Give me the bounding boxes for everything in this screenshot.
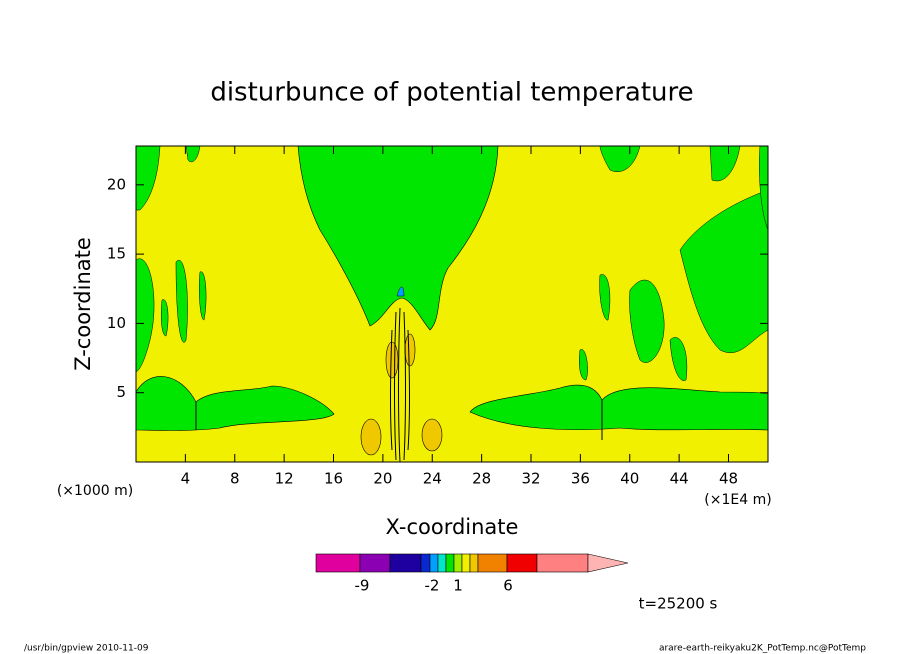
colorbar-extension <box>587 553 629 573</box>
x-tick-label: 28 <box>472 470 491 488</box>
colorbar-segment <box>420 553 431 573</box>
green-region <box>135 376 335 431</box>
colorbar-segment <box>536 553 589 573</box>
colorbar-segment <box>453 553 463 573</box>
x-tick-label: 44 <box>670 470 689 488</box>
colorbar-segment <box>506 553 538 573</box>
green-region <box>469 384 769 431</box>
colorbar-tick-label: -2 <box>425 577 440 595</box>
x-tick-label: 4 <box>181 470 191 488</box>
footer-right: arare-earth-reikyaku2K_PotTemp.nc@PotTem… <box>659 644 866 654</box>
x-tick-label: 8 <box>230 470 240 488</box>
colorbar-segment <box>477 553 508 573</box>
footer-left: /usr/bin/gpview 2010-11-09 <box>24 644 149 654</box>
colorbar-tick-label: 1 <box>453 577 463 595</box>
colorbar-segment <box>315 553 361 573</box>
y-unit: (×1000 m) <box>57 483 133 499</box>
colorbar-segment <box>469 553 479 573</box>
y-tick-label: 15 <box>107 245 126 263</box>
y-tick-label: 20 <box>107 175 126 193</box>
colorbar-segment <box>437 553 447 573</box>
colorbar-segment <box>359 553 391 573</box>
x-tick-label: 20 <box>373 470 392 488</box>
contour-field <box>135 145 769 463</box>
x-tick-label: 24 <box>423 470 442 488</box>
colorbar-tick-label: -9 <box>355 577 370 595</box>
chart-title: disturbunce of potential temperature <box>210 78 693 108</box>
plot-frame <box>135 145 769 463</box>
green-region <box>297 145 499 331</box>
x-axis-label: X-coordinate <box>386 515 519 539</box>
y-axis-label: Z-coordinate <box>71 237 95 371</box>
colorbar-segment <box>389 553 422 573</box>
colorbar-tick-label: 6 <box>503 577 513 595</box>
x-tick-label: 36 <box>571 470 590 488</box>
colorbar-segment <box>429 553 439 573</box>
x-tick-label: 12 <box>275 470 294 488</box>
cyan-region <box>396 286 405 297</box>
green-streaks <box>135 145 769 381</box>
x-tick-label: 16 <box>324 470 343 488</box>
x-tick-label: 40 <box>620 470 639 488</box>
x-unit: (×1E4 m) <box>704 492 771 508</box>
contour-lines <box>195 307 603 463</box>
y-tick-label: 10 <box>107 314 126 332</box>
time-label: t=25200 s <box>639 595 718 613</box>
x-tick-label: 48 <box>719 470 738 488</box>
x-tick-label: 32 <box>521 470 540 488</box>
colorbar-segment <box>461 553 471 573</box>
colorbar-segment <box>445 553 455 573</box>
orange-regions <box>360 333 443 456</box>
y-tick-label: 5 <box>116 383 126 401</box>
